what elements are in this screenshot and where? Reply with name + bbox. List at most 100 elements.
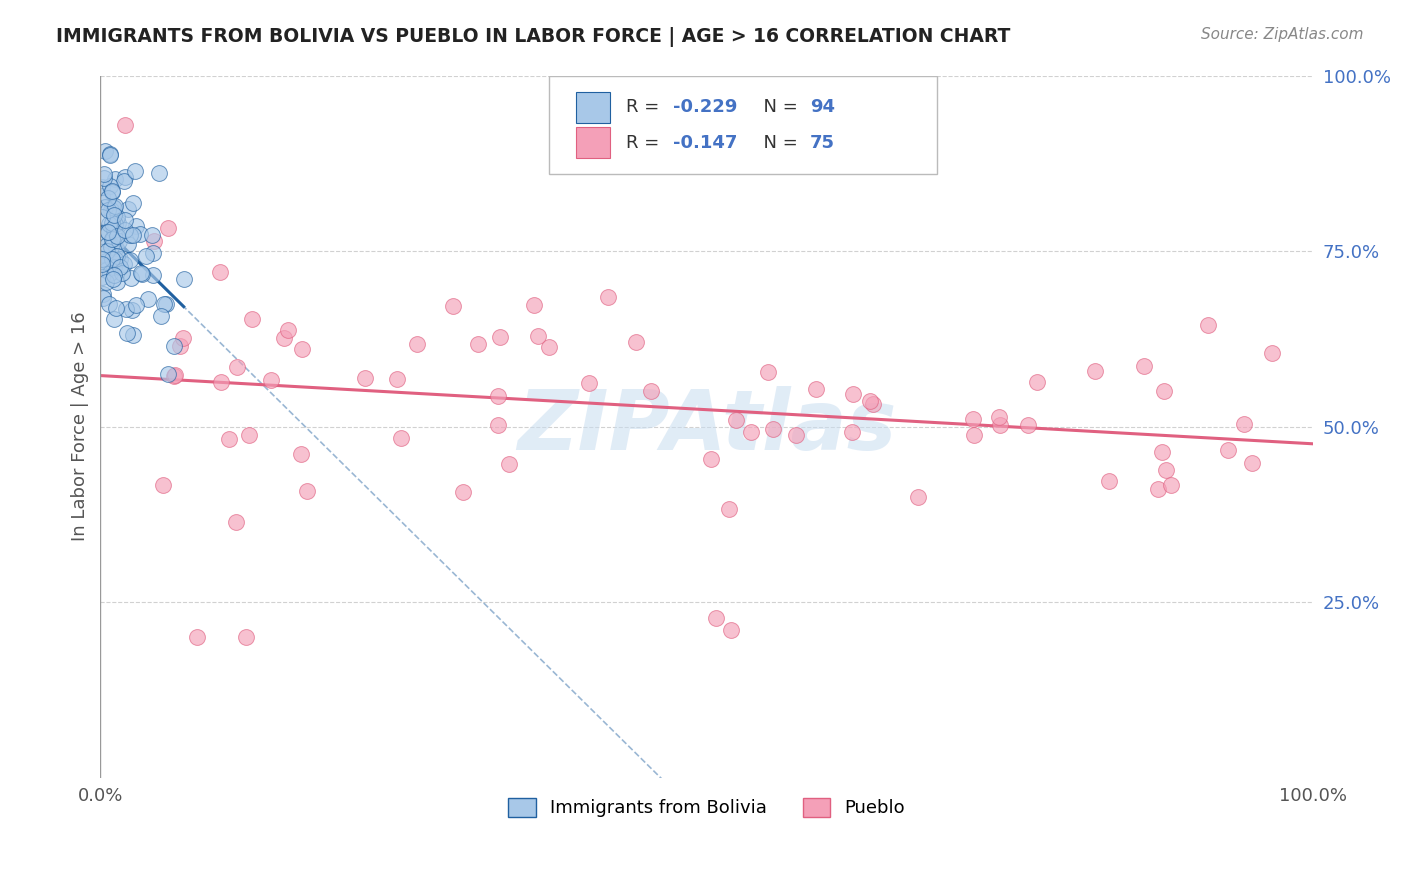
Point [122,328,145,343]
Point [98,147,121,161]
Point [277,323,299,337]
Point [136,292,159,306]
Text: R =: R = [626,134,665,152]
Point [101,200,124,214]
Point [114,223,136,237]
FancyBboxPatch shape [576,92,610,122]
Point [117,326,139,340]
Point [129,266,152,280]
Point [157,367,180,381]
Point [240,312,263,326]
Point [104,172,127,186]
FancyBboxPatch shape [576,128,610,159]
Point [105,228,128,243]
Y-axis label: In Labor Force | Age > 16: In Labor Force | Age > 16 [72,311,89,541]
Point [172,331,194,345]
Point [295,484,318,499]
Point [98,178,121,193]
Text: IMMIGRANTS FROM BOLIVIA VS PUEBLO IN LABOR FORCE | AGE > 16 CORRELATION CHART: IMMIGRANTS FROM BOLIVIA VS PUEBLO IN LAB… [56,27,1011,46]
Point [90,257,112,271]
Point [131,267,153,281]
Point [155,297,177,311]
Point [111,266,134,280]
Point [486,418,509,433]
Point [291,343,314,357]
Point [91,269,114,284]
Point [1240,456,1263,470]
Point [725,413,748,427]
Point [704,611,727,625]
Point [578,376,600,390]
Point [124,298,146,312]
Point [107,217,129,231]
Point [762,422,785,436]
Point [405,337,427,351]
Point [100,240,122,254]
Point [101,216,124,230]
Point [152,297,174,311]
Point [907,490,929,504]
Point [110,252,132,266]
Point [114,174,136,188]
Point [1132,359,1154,373]
Point [93,287,115,301]
Text: 94: 94 [810,98,835,116]
Text: 75: 75 [810,134,835,152]
Point [441,299,464,313]
Point [142,246,165,260]
Point [118,252,141,267]
Point [720,623,742,637]
Point [1197,318,1219,332]
Point [841,425,863,439]
Point [862,397,884,411]
Point [104,252,127,267]
Point [387,372,409,386]
Point [173,272,195,286]
Point [142,268,165,282]
Point [93,291,115,305]
Point [488,330,510,344]
Point [486,389,509,403]
Point [1154,463,1177,477]
Point [94,253,117,268]
Point [451,485,474,500]
Point [163,368,186,383]
Point [101,184,124,198]
Point [143,234,166,248]
Point [699,451,721,466]
Point [105,301,128,315]
Point [115,301,138,316]
Text: N =: N = [752,98,803,116]
Point [717,502,740,516]
Text: -0.229: -0.229 [673,98,737,116]
Point [121,302,143,317]
Point [100,266,122,280]
Point [1147,483,1170,497]
Point [117,202,139,216]
Point [103,201,125,215]
Point [104,241,127,255]
Point [96,244,118,259]
Point [129,227,152,242]
Point [624,334,647,349]
Point [1084,364,1107,378]
Point [467,337,489,351]
Point [90,252,112,266]
Point [96,275,118,289]
Point [135,249,157,263]
Point [963,427,986,442]
Point [273,331,295,345]
Point [100,202,122,217]
FancyBboxPatch shape [550,76,938,174]
Point [103,260,125,274]
Text: -0.147: -0.147 [673,134,737,152]
Point [225,515,247,529]
Point [152,478,174,492]
Point [141,227,163,242]
Point [94,263,117,277]
Point [290,447,312,461]
Point [1232,417,1254,431]
Point [209,375,232,389]
Point [114,213,136,227]
Point [120,270,142,285]
